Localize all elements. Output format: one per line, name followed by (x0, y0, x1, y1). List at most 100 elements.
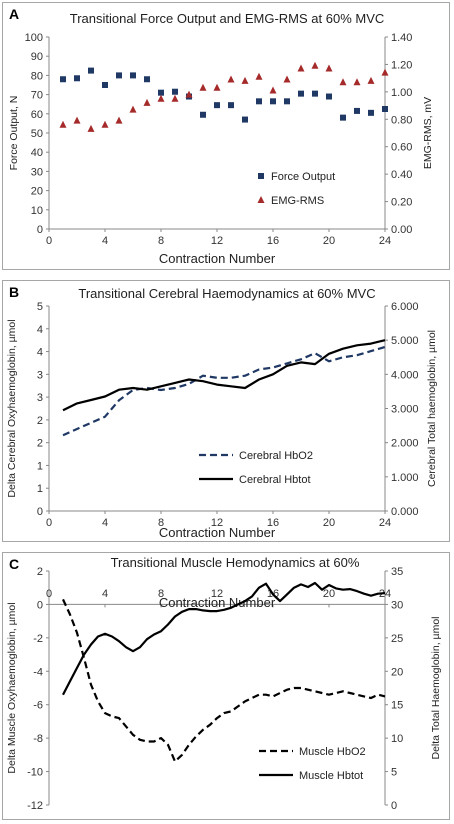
x-tick-label: 24 (379, 517, 391, 529)
x-tick-label: 12 (211, 235, 223, 247)
chart-a: A Transitional Force Output and EMG-RMS a… (8, 6, 434, 266)
data-point-emg (171, 94, 179, 102)
data-point-force (214, 102, 220, 109)
data-point-force (354, 107, 360, 114)
y-tick-label: 1 (37, 460, 43, 472)
data-point-emg (283, 75, 291, 83)
y-tick-label: -10 (27, 767, 43, 779)
data-point-force (270, 98, 276, 105)
legend-swatch (258, 173, 264, 179)
y2-tick-label: 1.40 (391, 32, 412, 44)
legend-label: Cerebral HbO2 (239, 450, 313, 462)
y2-axis-label: EMG-RMS, mV (422, 97, 434, 169)
y2-tick-label: 0.000 (391, 506, 419, 518)
x-tick-label: 4 (102, 588, 108, 600)
y-tick-label: 5 (37, 301, 43, 313)
x-tick-label: 8 (158, 517, 164, 529)
data-point-emg (143, 98, 151, 106)
x-tick-label: 20 (323, 517, 335, 529)
y2-tick-label: 5.000 (391, 335, 419, 347)
y-tick-label: 40 (31, 147, 43, 159)
data-point-emg (339, 78, 347, 86)
panel-c: C Transitional Muscle Hemodynamics at 60%… (2, 552, 450, 820)
y-tick-label: -6 (33, 700, 43, 712)
data-point-force (256, 98, 262, 105)
y-tick-label: 50 (31, 128, 43, 140)
y2-tick-label: 0.80 (391, 114, 412, 126)
y-tick-label: 80 (31, 70, 43, 82)
data-point-emg (255, 72, 263, 80)
chart-title: Transitional Muscle Hemodynamics at 60% (111, 555, 360, 570)
y-tick-label: 100 (25, 32, 43, 44)
y2-tick-label: 5 (391, 767, 397, 779)
y2-tick-label: 1.000 (391, 472, 419, 484)
y-tick-label: 10 (31, 205, 43, 217)
chart-title: Transitional Cerebral Haemodynamics at 6… (78, 286, 375, 301)
x-tick-label: 8 (158, 588, 164, 600)
data-point-force (228, 102, 234, 109)
y2-tick-label: 15 (391, 700, 403, 712)
y2-tick-label: 2.000 (391, 438, 419, 450)
y2-tick-label: 0.20 (391, 197, 412, 209)
y-tick-label: 3 (37, 369, 43, 381)
y-tick-label: -8 (33, 733, 43, 745)
data-point-force (88, 67, 94, 74)
data-point-emg (185, 90, 193, 98)
series-line-muscle-hbo2 (62, 598, 386, 763)
y2-tick-label: 1.00 (391, 87, 412, 99)
x-tick-label: 12 (211, 588, 223, 600)
data-point-force (158, 89, 164, 96)
data-point-emg (269, 86, 277, 94)
y-tick-label: 3 (37, 392, 43, 404)
data-point-emg (213, 83, 221, 91)
data-point-emg (73, 116, 81, 124)
y2-tick-label: 30 (391, 599, 403, 611)
panel-label: B (9, 284, 19, 300)
y-tick-label: 1 (37, 483, 43, 495)
data-point-emg (87, 124, 95, 132)
y-tick-label: 0 (37, 599, 43, 611)
data-point-emg (101, 120, 109, 128)
y2-tick-label: 0.00 (391, 224, 412, 236)
y-tick-label: 2 (37, 438, 43, 450)
y2-axis-label: Cerebral Total haemoglobin, µmol (426, 330, 438, 487)
x-tick-label: 20 (323, 588, 335, 600)
series-line-cerebral-hbtot (62, 339, 386, 412)
x-tick-label: 16 (267, 517, 279, 529)
panel-a: A Transitional Force Output and EMG-RMS a… (2, 2, 450, 270)
data-point-emg (59, 120, 67, 128)
y2-tick-label: 0.60 (391, 142, 412, 154)
data-point-force (368, 109, 374, 116)
x-axis-label: Contraction Number (159, 525, 276, 540)
data-point-force (74, 75, 80, 82)
y2-tick-label: 1.20 (391, 59, 412, 71)
x-tick-label: 0 (46, 588, 52, 600)
y2-tick-label: 3.000 (391, 404, 419, 416)
x-tick-label: 24 (379, 235, 391, 247)
data-point-emg (353, 78, 361, 86)
x-tick-label: 8 (158, 235, 164, 247)
x-axis-label: Contraction Number (159, 595, 276, 610)
y-tick-label: -12 (27, 800, 43, 812)
y-tick-label: 0 (37, 224, 43, 236)
y-tick-label: 4 (37, 347, 43, 359)
data-point-force (200, 111, 206, 118)
y2-tick-label: 0.40 (391, 169, 412, 181)
series-line-cerebral-hbo2 (62, 345, 386, 437)
x-tick-label: 0 (46, 517, 52, 529)
y2-tick-label: 6.000 (391, 301, 419, 313)
x-axis-label: Contraction Number (159, 251, 276, 266)
y2-tick-label: 10 (391, 733, 403, 745)
panel-label: C (9, 556, 19, 572)
data-point-force (172, 88, 178, 95)
x-tick-label: 0 (46, 235, 52, 247)
data-point-force (340, 114, 346, 121)
legend-label: Cerebral Hbtot (239, 474, 311, 486)
data-point-force (144, 76, 150, 83)
panel-b: B Transitional Cerebral Haemodynamics at … (2, 280, 450, 542)
y-tick-label: 2 (37, 415, 43, 427)
x-tick-label: 4 (102, 235, 108, 247)
x-tick-label: 16 (267, 235, 279, 247)
y-tick-label: 0 (37, 506, 43, 518)
series-line-muscle-hbtot (62, 581, 386, 696)
